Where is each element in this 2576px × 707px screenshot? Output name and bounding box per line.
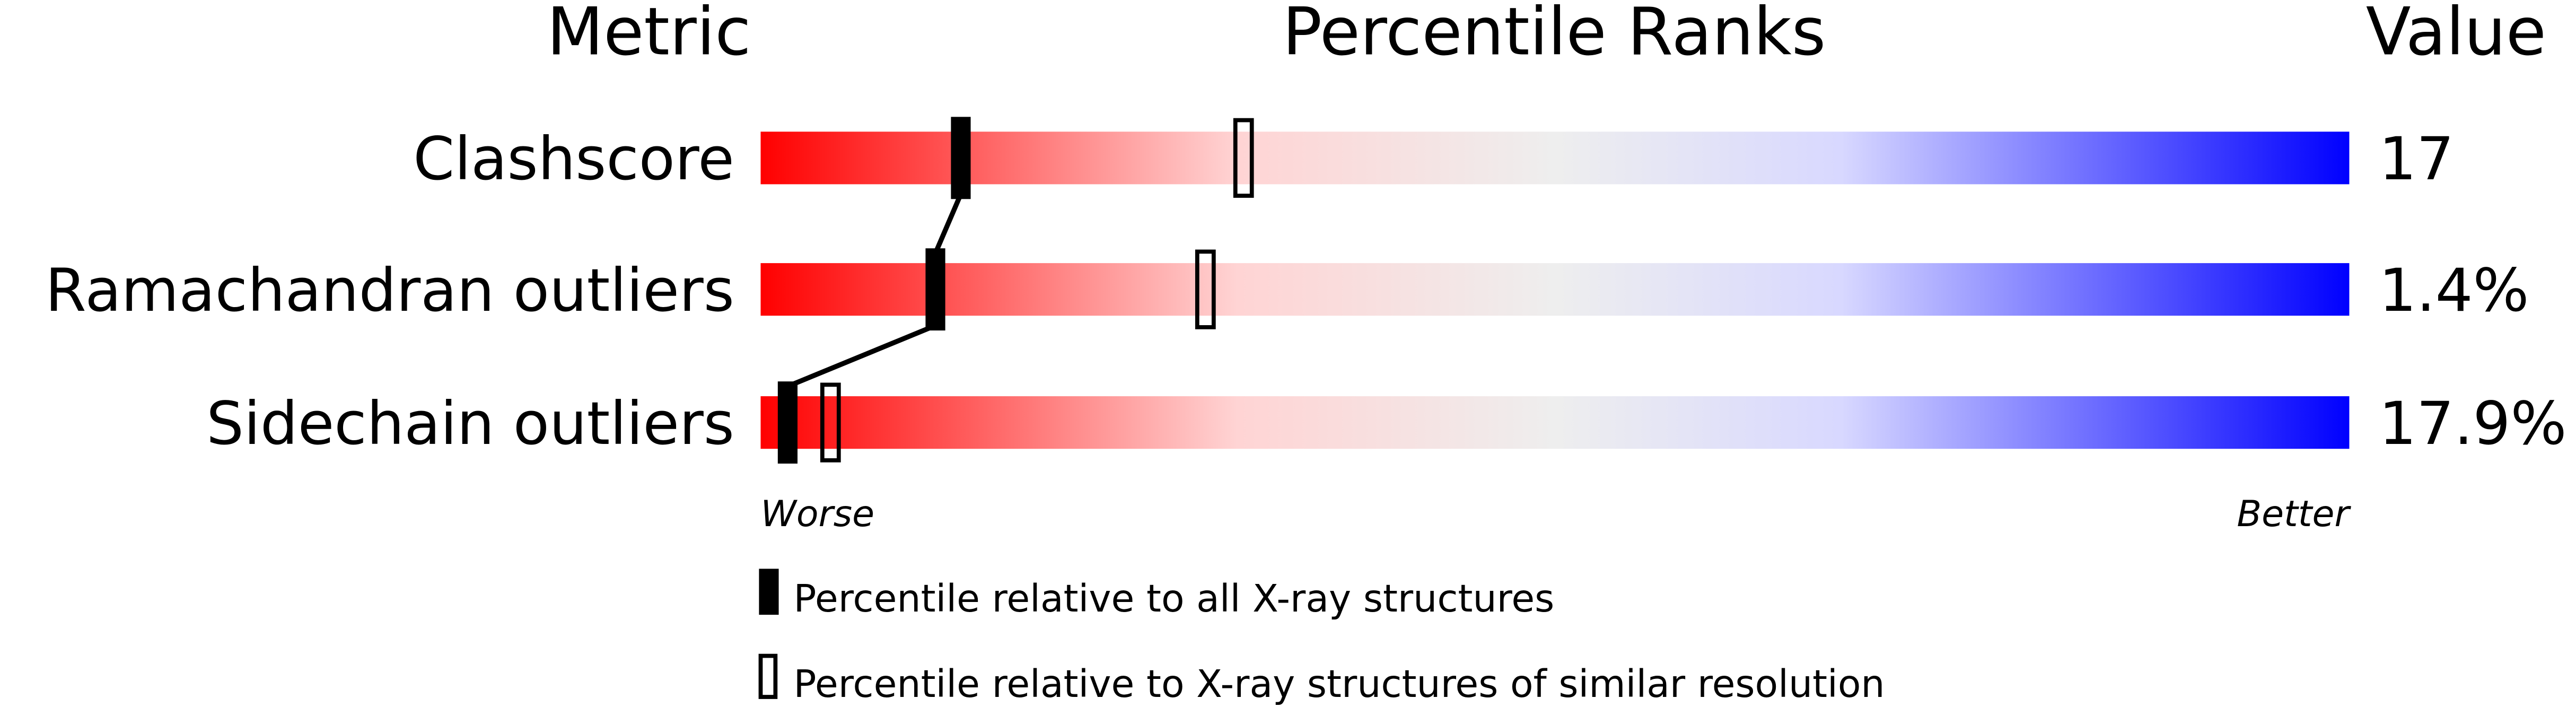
marker-similar-resolution bbox=[1195, 249, 1216, 329]
metric-value: 1.4% bbox=[2379, 256, 2529, 325]
better-label: Better bbox=[2237, 493, 2351, 535]
legend-label-similar: Percentile relative to X-ray structures … bbox=[793, 662, 1885, 706]
header-percentile-ranks: Percentile Ranks bbox=[1282, 0, 1826, 71]
metric-label: Clashscore bbox=[413, 125, 734, 194]
metric-value: 17.9% bbox=[2379, 389, 2566, 458]
worse-label: Worse bbox=[760, 493, 874, 535]
metric-label: Sidechain outliers bbox=[206, 389, 734, 458]
legend-filled-marker bbox=[759, 569, 779, 615]
percentile-bar bbox=[760, 263, 2350, 316]
header-metric: Metric bbox=[547, 0, 751, 71]
metric-value: 17 bbox=[2379, 125, 2454, 194]
legend-label-all: Percentile relative to all X-ray structu… bbox=[793, 577, 1554, 621]
percentile-bar bbox=[760, 396, 2350, 449]
header-value: Value bbox=[2366, 0, 2546, 71]
marker-similar-resolution bbox=[1233, 118, 1254, 198]
marker-all-structures bbox=[777, 381, 798, 464]
percentile-bar bbox=[760, 132, 2350, 185]
marker-similar-resolution bbox=[820, 382, 841, 462]
connector-line bbox=[933, 193, 963, 255]
connector-line bbox=[786, 323, 936, 389]
marker-all-structures bbox=[925, 248, 945, 331]
legend-open-marker bbox=[758, 653, 778, 699]
marker-all-structures bbox=[951, 117, 971, 199]
metric-label: Ramachandran outliers bbox=[45, 256, 734, 325]
